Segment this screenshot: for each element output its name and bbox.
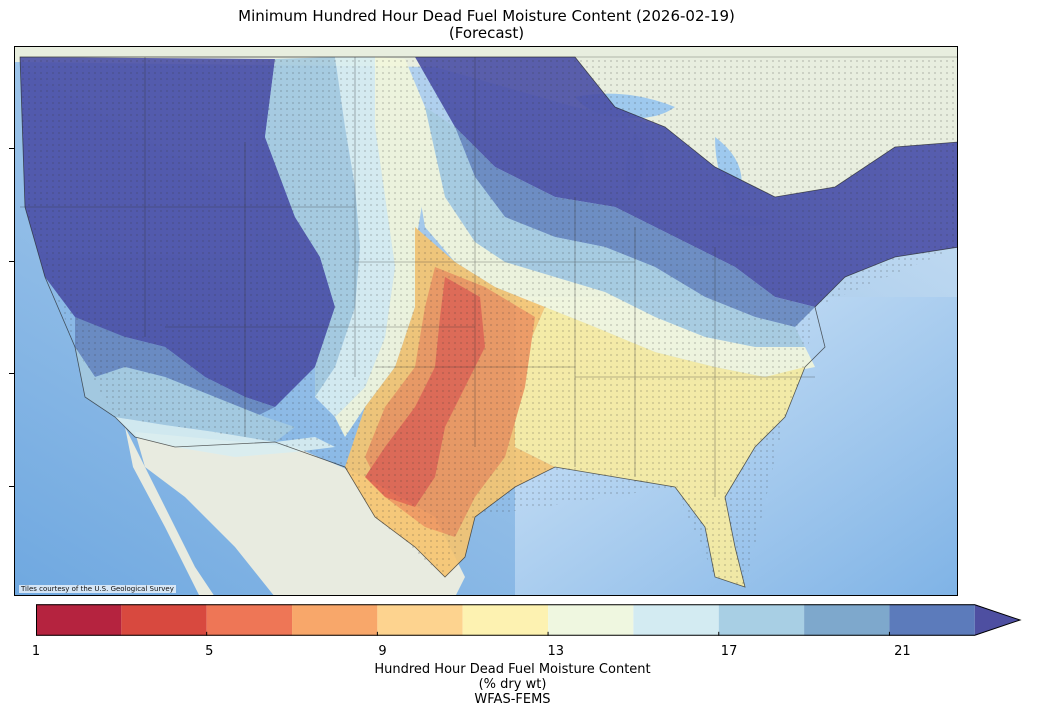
map-title: Minimum Hundred Hour Dead Fuel Moisture … [0,8,973,42]
colorbar-label-line2: (% dry wt) [478,677,547,692]
colorbar [36,604,1022,636]
colorbar-tick-label: 21 [894,644,911,659]
map-title-line1: Minimum Hundred Hour Dead Fuel Moisture … [238,7,735,25]
conus-outline [19,56,957,588]
colorbar-extend-arrow [974,604,1021,636]
colorbar-tick-label: 13 [547,644,565,659]
colorbar-bin [206,604,293,636]
colorbar-tick-label: 5 [205,644,214,659]
colorbar-bin [292,604,378,636]
colorbar-label-line1: Hundred Hour Dead Fuel Moisture Content [374,662,651,677]
colorbar-tick-label: 9 [378,644,387,659]
colorbar-bin [804,604,890,636]
y-axis-tick [9,486,14,487]
colorbar-tick-label: 1 [31,644,41,659]
y-axis-tick [9,261,14,262]
colorbar-label-line3: WFAS-FEMS [474,692,551,707]
mexico-land [135,432,465,595]
zone-moderate-sw [115,417,335,457]
colorbar-bin [121,604,207,636]
colorbar-tick-label: 17 [720,644,738,659]
map-title-line2: (Forecast) [448,24,525,42]
colorbar-bin [889,604,975,636]
colorbar-bin [377,604,463,636]
fuel-moisture-map [15,47,957,595]
colorbar-label: Hundred Hour Dead Fuel Moisture Content … [0,662,1025,707]
colorbar-bin [462,604,549,636]
y-axis-tick [9,148,14,149]
colorbar-bin [548,604,634,636]
colorbar-bin [718,604,805,636]
tile-attribution: Tiles courtesy of the U.S. Geological Su… [19,585,176,593]
map-panel[interactable]: Tiles courtesy of the U.S. Geological Su… [14,46,958,596]
y-axis-tick [9,373,14,374]
colorbar-bin [36,604,122,636]
station-markers [20,57,957,587]
colorbar-outline [36,604,1022,636]
colorbar-bin [633,604,719,636]
